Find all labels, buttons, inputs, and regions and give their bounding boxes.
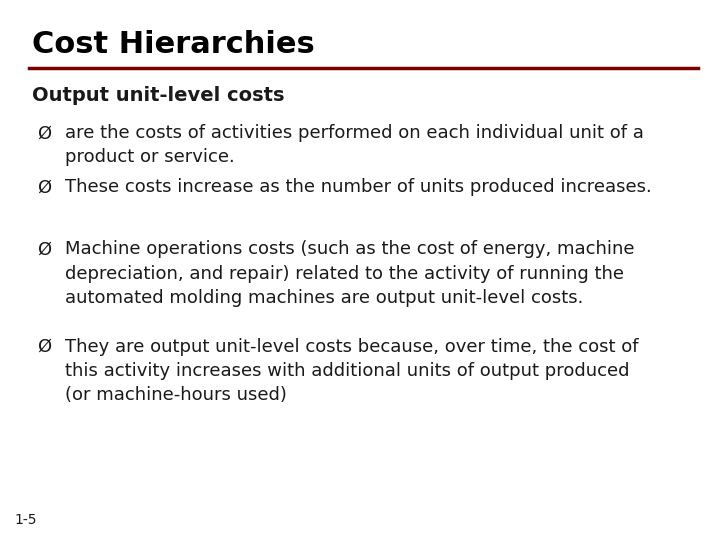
Text: are the costs of activities performed on each individual unit of a
product or se: are the costs of activities performed on… bbox=[65, 124, 644, 166]
Text: Cost Hierarchies: Cost Hierarchies bbox=[32, 30, 315, 59]
Text: Ø: Ø bbox=[37, 240, 52, 258]
Text: Ø: Ø bbox=[37, 178, 52, 196]
Text: Ø: Ø bbox=[37, 338, 52, 355]
Text: Output unit-level costs: Output unit-level costs bbox=[32, 86, 285, 105]
Text: Machine operations costs (such as the cost of energy, machine
depreciation, and : Machine operations costs (such as the co… bbox=[65, 240, 634, 307]
Text: These costs increase as the number of units produced increases.: These costs increase as the number of un… bbox=[65, 178, 652, 196]
Text: They are output unit-level costs because, over time, the cost of
this activity i: They are output unit-level costs because… bbox=[65, 338, 639, 404]
Text: Ø: Ø bbox=[37, 124, 52, 142]
Text: 1-5: 1-5 bbox=[14, 512, 37, 526]
